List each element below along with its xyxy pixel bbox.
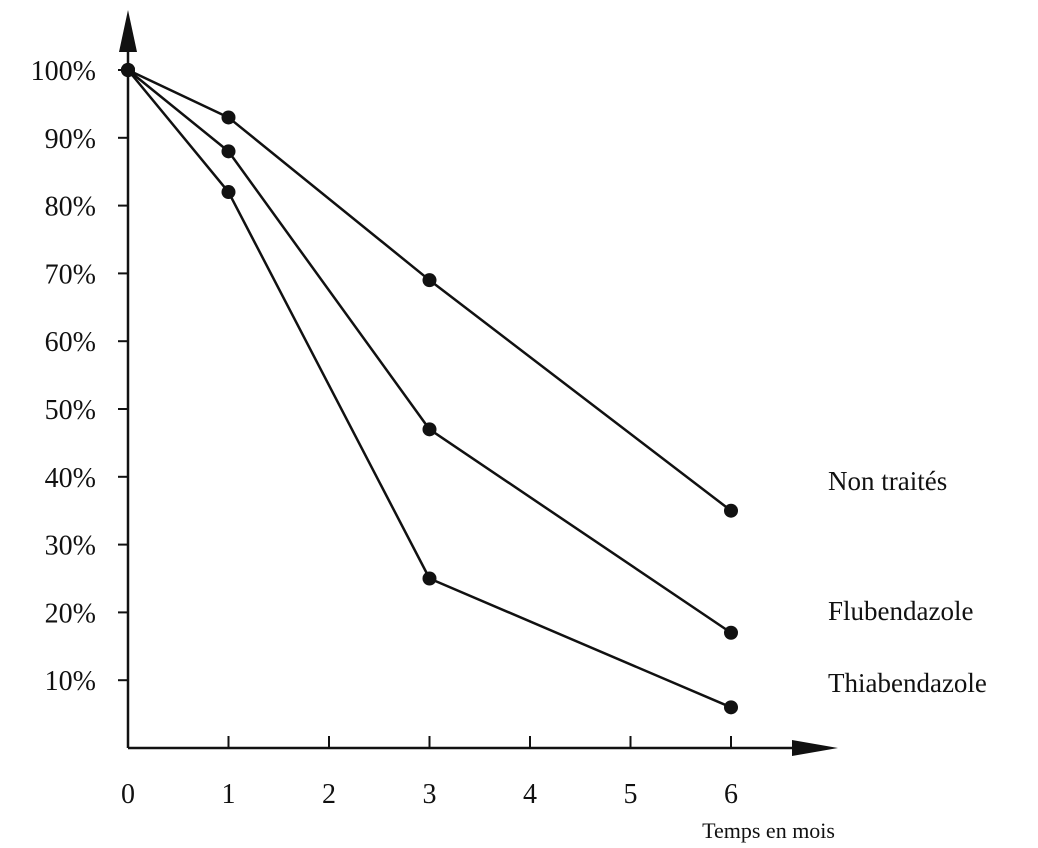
y-tick-label: 40% xyxy=(45,463,96,494)
series-label: Thiabendazole xyxy=(828,668,987,698)
data-point xyxy=(423,422,437,436)
y-tick-label: 70% xyxy=(45,259,96,290)
x-tick-label: 1 xyxy=(222,779,236,810)
data-point xyxy=(724,626,738,640)
data-point xyxy=(724,504,738,518)
y-axis-arrow xyxy=(119,10,137,52)
y-axis-ticks: 10% 20% 30% 40% 50% 60% 70% 80% 90% 100% xyxy=(31,56,128,697)
y-tick-label: 50% xyxy=(45,395,96,426)
data-point xyxy=(724,700,738,714)
series-line xyxy=(128,70,731,511)
x-tick-label: 6 xyxy=(724,779,738,810)
data-point xyxy=(222,185,236,199)
y-tick-label: 60% xyxy=(45,327,96,358)
y-tick-label: 90% xyxy=(45,124,96,155)
series-label: Non traités xyxy=(828,466,947,496)
x-tick-label: 3 xyxy=(423,779,437,810)
x-tick-label: 4 xyxy=(523,779,537,810)
x-axis-arrow xyxy=(792,740,838,756)
y-tick-label: 10% xyxy=(45,666,96,697)
series-line xyxy=(128,70,731,633)
data-point xyxy=(222,110,236,124)
x-axis-title: Temps en mois xyxy=(702,818,835,843)
data-point xyxy=(423,273,437,287)
y-tick-label: 80% xyxy=(45,192,96,223)
series-label: Flubendazole xyxy=(828,596,973,626)
series-line xyxy=(128,70,731,707)
x-tick-label: 0 xyxy=(121,779,135,810)
x-tick-label: 5 xyxy=(624,779,638,810)
data-point xyxy=(222,144,236,158)
x-tick-label: 2 xyxy=(322,779,336,810)
y-tick-label: 20% xyxy=(45,598,96,629)
y-tick-label: 100% xyxy=(31,56,96,87)
data-point xyxy=(423,572,437,586)
series-labels: Non traités Flubendazole Thiabendazole xyxy=(828,466,987,698)
data-point xyxy=(121,63,135,77)
y-tick-label: 30% xyxy=(45,531,96,562)
series-layer xyxy=(121,63,738,714)
